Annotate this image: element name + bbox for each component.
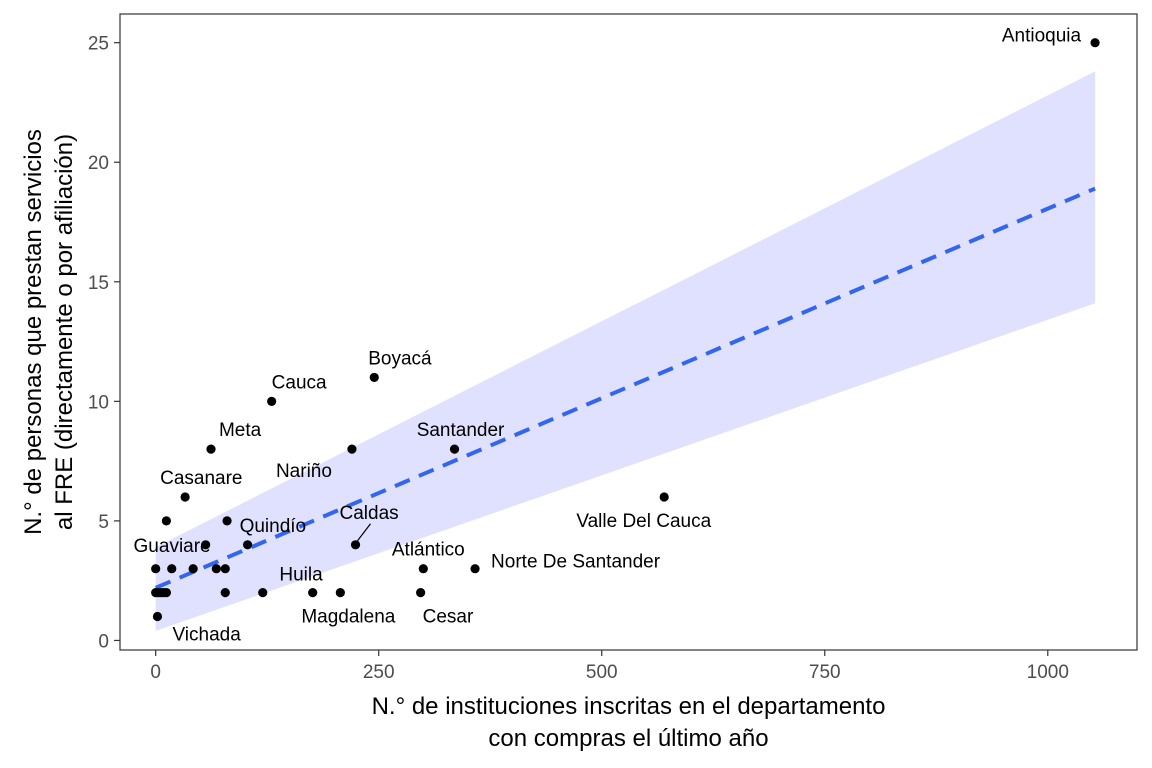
point-label: Meta bbox=[219, 420, 262, 441]
x-tick-label: 250 bbox=[363, 662, 395, 683]
data-point bbox=[258, 588, 268, 598]
y-tick-label: 15 bbox=[88, 273, 109, 294]
point-labels-layer: Antioquia Boyacá Cauca Meta Nariño Santander C… bbox=[134, 26, 1082, 646]
x-tick-label: 500 bbox=[586, 662, 618, 683]
point-label: Huila bbox=[279, 565, 323, 586]
point-label: Cauca bbox=[272, 372, 327, 393]
x-tick-label: 750 bbox=[809, 662, 841, 683]
data-point bbox=[335, 588, 345, 598]
data-point bbox=[161, 516, 171, 526]
data-point bbox=[350, 540, 361, 550]
trend-line-layer bbox=[154, 186, 1096, 590]
data-point bbox=[347, 444, 357, 454]
point-label: Cesar bbox=[423, 607, 474, 628]
data-point bbox=[220, 588, 230, 598]
data-point bbox=[418, 564, 428, 574]
data-point bbox=[220, 564, 230, 574]
axes-layer: 0 250 500 750 1000 0 5 10 15 20 25 bbox=[88, 34, 1069, 683]
y-axis-title-line-1: N.° de personas que prestan servicios bbox=[20, 129, 47, 535]
data-point bbox=[206, 444, 216, 454]
y-tick-label: 20 bbox=[88, 153, 109, 174]
data-point bbox=[449, 444, 460, 454]
data-point bbox=[180, 492, 190, 502]
label-leader-line bbox=[357, 523, 371, 542]
data-point bbox=[161, 588, 171, 598]
plot-panel-border bbox=[119, 13, 1138, 651]
point-label: Atlántico bbox=[392, 540, 465, 561]
point-label: Quindío bbox=[240, 516, 307, 537]
y-tick-label: 5 bbox=[98, 512, 109, 533]
confidence-band-layer bbox=[155, 71, 1096, 631]
point-label: Valle Del Cauca bbox=[576, 511, 711, 532]
data-point bbox=[188, 564, 198, 574]
data-point bbox=[470, 564, 480, 574]
data-point bbox=[267, 396, 277, 406]
point-label: Guaviare bbox=[134, 536, 211, 557]
point-label: Caldas bbox=[340, 503, 399, 524]
data-point bbox=[152, 611, 163, 622]
trend-line bbox=[154, 186, 1096, 590]
data-point bbox=[308, 588, 318, 598]
data-point bbox=[659, 492, 669, 502]
x-tick-label: 1000 bbox=[1027, 662, 1069, 683]
data-point bbox=[369, 372, 379, 383]
y-tick-label: 25 bbox=[88, 34, 109, 55]
data-point bbox=[201, 540, 211, 550]
x-axis-title-line-2: con compras el último año bbox=[488, 725, 768, 752]
point-label: Santander bbox=[417, 420, 505, 441]
x-axis-title-line-1: N.° de instituciones inscritas en el dep… bbox=[372, 693, 886, 720]
data-point bbox=[167, 564, 177, 574]
data-point bbox=[222, 516, 232, 526]
point-label: Antioquia bbox=[1002, 26, 1082, 47]
data-point bbox=[211, 564, 221, 574]
data-point bbox=[151, 564, 161, 574]
data-point bbox=[416, 588, 426, 598]
y-axis-title-line-2: al FRE (directamente o por afiliación) bbox=[51, 134, 78, 530]
y-tick-label: 10 bbox=[88, 392, 109, 413]
point-label: Casanare bbox=[160, 468, 242, 489]
point-label: Nariño bbox=[276, 461, 332, 482]
confidence-band bbox=[155, 71, 1096, 631]
y-tick-label: 0 bbox=[98, 631, 109, 652]
point-label: Vichada bbox=[172, 625, 241, 646]
data-point bbox=[1090, 38, 1100, 48]
point-label: Norte De Santander bbox=[491, 552, 661, 573]
data-point bbox=[242, 540, 253, 550]
x-tick-label: 0 bbox=[150, 662, 161, 683]
point-label: Magdalena bbox=[301, 607, 395, 628]
point-label: Boyacá bbox=[368, 348, 432, 369]
points-layer bbox=[151, 38, 1100, 622]
